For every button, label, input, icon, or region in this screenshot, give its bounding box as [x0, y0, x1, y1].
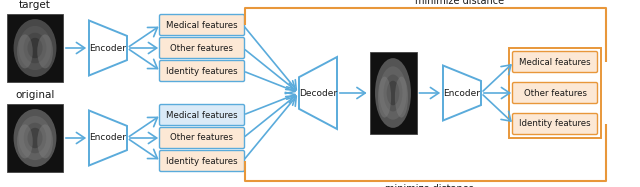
Ellipse shape	[375, 58, 411, 128]
FancyBboxPatch shape	[159, 15, 244, 36]
Text: target: target	[19, 0, 51, 10]
Bar	[369, 52, 417, 134]
Text: Encoder: Encoder	[90, 134, 127, 142]
Ellipse shape	[37, 34, 53, 68]
Text: Identity features: Identity features	[519, 119, 591, 128]
Text: Other features: Other features	[524, 88, 586, 97]
Text: Decoder: Decoder	[299, 88, 337, 97]
Bar	[7, 104, 63, 172]
Text: minimize distance: minimize distance	[415, 0, 504, 6]
Ellipse shape	[13, 19, 56, 77]
Ellipse shape	[378, 77, 391, 118]
FancyBboxPatch shape	[513, 51, 598, 73]
Text: Medical features: Medical features	[166, 21, 238, 30]
FancyBboxPatch shape	[159, 105, 244, 125]
FancyBboxPatch shape	[159, 38, 244, 59]
Text: minimize distance: minimize distance	[385, 184, 475, 187]
Ellipse shape	[24, 123, 46, 153]
Ellipse shape	[28, 128, 42, 148]
Ellipse shape	[19, 116, 51, 160]
Text: Other features: Other features	[170, 44, 234, 53]
Ellipse shape	[383, 75, 403, 111]
Text: Encoder: Encoder	[90, 44, 127, 53]
FancyBboxPatch shape	[513, 82, 598, 103]
Ellipse shape	[13, 109, 56, 167]
Ellipse shape	[28, 38, 42, 58]
FancyBboxPatch shape	[513, 114, 598, 134]
Bar	[509, 48, 601, 138]
Text: Medical features: Medical features	[519, 57, 591, 67]
Text: Medical features: Medical features	[166, 111, 238, 119]
FancyBboxPatch shape	[159, 128, 244, 148]
Text: original: original	[15, 90, 54, 100]
Ellipse shape	[380, 66, 407, 120]
Text: Identity features: Identity features	[166, 67, 238, 76]
Ellipse shape	[19, 26, 51, 70]
Bar	[7, 14, 63, 82]
Ellipse shape	[17, 34, 33, 68]
Text: Encoder: Encoder	[444, 88, 481, 97]
Ellipse shape	[17, 124, 33, 158]
Ellipse shape	[37, 124, 53, 158]
Ellipse shape	[387, 81, 399, 105]
Ellipse shape	[395, 77, 408, 118]
Text: Identity features: Identity features	[166, 157, 238, 165]
Ellipse shape	[24, 33, 46, 63]
FancyBboxPatch shape	[159, 61, 244, 82]
FancyBboxPatch shape	[159, 151, 244, 171]
Text: Other features: Other features	[170, 134, 234, 142]
